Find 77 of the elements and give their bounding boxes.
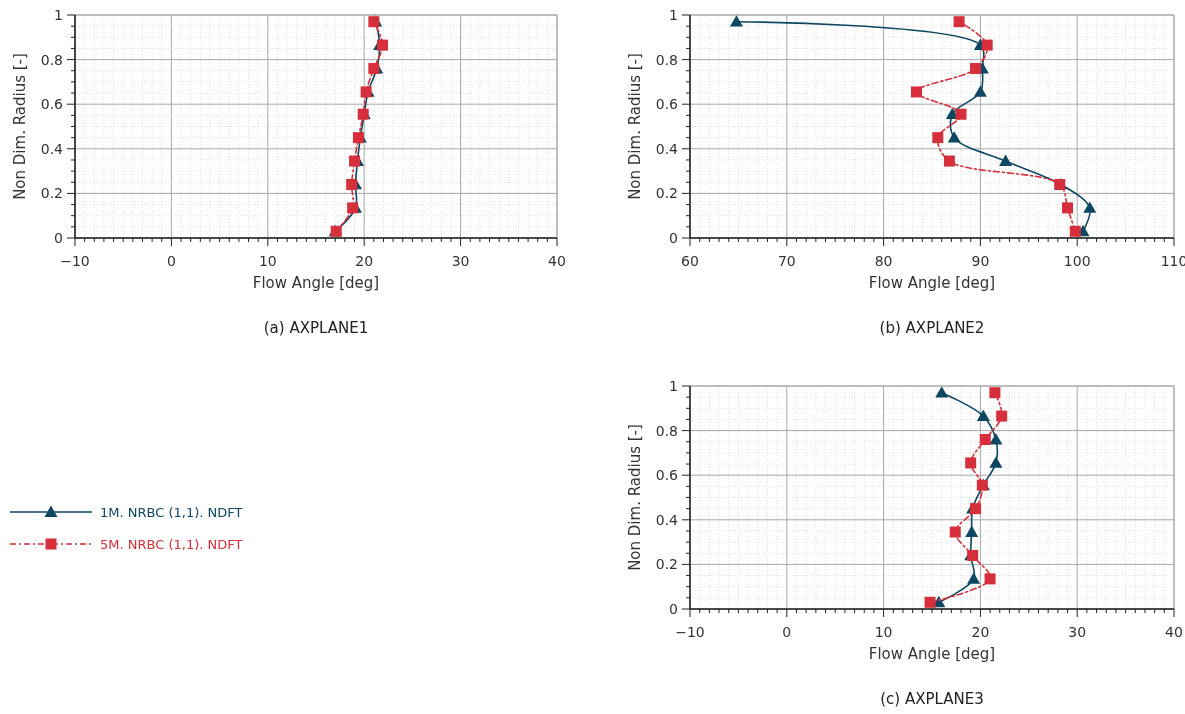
y-axis-title: Non Dim. Radius [-] <box>626 424 644 571</box>
y-tick-label: 0.6 <box>40 96 64 113</box>
y-tick-label: 0.6 <box>655 467 679 484</box>
y-tick-label: 0 <box>669 230 678 246</box>
point <box>984 573 996 585</box>
point <box>999 154 1013 166</box>
y-tick-label: 0.4 <box>40 140 64 157</box>
point <box>996 410 1008 422</box>
y-tick-label: 0.2 <box>40 185 63 202</box>
point <box>976 409 990 421</box>
x-tick-label: 90 <box>971 253 990 269</box>
x-tick-label: 10 <box>874 624 893 640</box>
text: (c) AXPLANE3 <box>880 690 984 708</box>
y-tick-label: 1 <box>669 378 678 394</box>
y-tick-label: 0.4 <box>655 140 679 157</box>
text: 5M. NRBC (1,1). NDFT <box>100 537 243 552</box>
point <box>953 16 965 28</box>
y-tick-label: 0.8 <box>40 51 63 68</box>
text: (a) AXPLANE1 <box>263 319 369 337</box>
y-tick-label: 0.2 <box>655 185 678 202</box>
text: 1M. NRBC (1,1). NDFT <box>100 505 243 520</box>
y-tick-label: 0.4 <box>655 511 679 528</box>
point <box>973 85 987 97</box>
x-tick-label: 10 <box>258 253 277 269</box>
point <box>1069 225 1081 237</box>
x-tick-label: 40 <box>1165 624 1183 640</box>
x-tick-label: 100 <box>1063 253 1091 269</box>
point <box>368 63 380 75</box>
x-axis-title: Flow Angle [deg] <box>868 645 996 663</box>
point <box>970 503 982 515</box>
point <box>989 456 1003 468</box>
y-tick-label: 0.6 <box>655 96 679 113</box>
x-tick-label: 40 <box>548 253 566 269</box>
y-tick-label: 1 <box>54 7 63 23</box>
point <box>970 63 982 75</box>
x-tick-label: 70 <box>777 253 796 269</box>
point <box>346 178 358 190</box>
x-axis-title: Flow Angle [deg] <box>868 274 996 292</box>
point <box>943 155 955 167</box>
x-tick-label: 30 <box>451 253 470 269</box>
point <box>932 132 944 144</box>
x-tick-label: −10 <box>675 624 705 640</box>
text: (b) AXPLANE2 <box>879 319 985 337</box>
point <box>935 386 949 398</box>
point <box>967 572 981 584</box>
point <box>989 433 1003 445</box>
point <box>965 525 979 537</box>
x-tick-label: −10 <box>60 253 90 269</box>
x-tick-label: 0 <box>166 253 176 269</box>
point <box>989 387 1001 399</box>
x-tick-label: 20 <box>355 253 374 269</box>
point <box>911 86 923 98</box>
point <box>947 131 961 143</box>
x-axis-title: Flow Angle [deg] <box>252 274 380 292</box>
point <box>729 15 743 27</box>
point <box>1083 201 1097 213</box>
x-tick-label: 80 <box>874 253 893 269</box>
y-tick-label: 0.8 <box>655 422 678 439</box>
x-tick-label: 60 <box>681 253 699 269</box>
x-tick-label: 0 <box>782 624 792 640</box>
y-axis-title: Non Dim. Radius [-] <box>11 53 29 200</box>
point <box>1062 202 1074 214</box>
point <box>949 526 961 538</box>
point <box>924 596 936 608</box>
point <box>965 457 977 469</box>
y-tick-label: 1 <box>669 7 678 23</box>
x-tick-label: 20 <box>971 624 990 640</box>
point <box>981 39 993 51</box>
y-tick-label: 0.2 <box>655 556 678 573</box>
x-tick-label: 30 <box>1068 624 1087 640</box>
point <box>955 108 967 120</box>
y-tick-label: 0 <box>669 601 678 617</box>
point <box>979 434 991 446</box>
y-tick-label: 0 <box>54 230 63 246</box>
point <box>377 39 389 51</box>
y-axis-title: Non Dim. Radius [-] <box>626 53 644 200</box>
y-tick-label: 0.8 <box>655 51 678 68</box>
